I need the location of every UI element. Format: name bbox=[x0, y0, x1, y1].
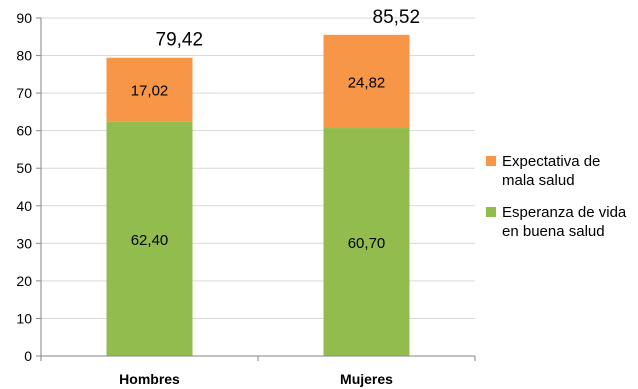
legend-item-good-health: Esperanza de vida en buena salud bbox=[486, 203, 636, 241]
y-tick-label: 20 bbox=[16, 273, 32, 289]
data-label: 17,02 bbox=[131, 83, 169, 100]
bar-segment-hombres-0 bbox=[106, 121, 193, 356]
bar-segment-hombres-1 bbox=[106, 57, 193, 122]
x-category-label: Hombres bbox=[119, 371, 180, 387]
y-tick-label: 70 bbox=[16, 85, 32, 101]
data-label: 24,82 bbox=[348, 74, 386, 91]
y-tick-label: 50 bbox=[16, 160, 32, 176]
legend-label-bad-health: Expectativa de mala salud bbox=[502, 153, 601, 189]
legend-label-good-health: Esperanza de vida en buena salud bbox=[502, 204, 627, 240]
y-tick-label: 30 bbox=[16, 235, 32, 251]
legend-item-bad-health: Expectativa de mala salud bbox=[486, 152, 636, 190]
y-tick-label: 0 bbox=[24, 348, 32, 364]
gridlines bbox=[41, 17, 475, 319]
legend: Expectativa de mala salud Esperanza de v… bbox=[486, 152, 636, 254]
x-axis: Hombres Mujeres bbox=[40, 355, 476, 387]
y-tick-label: 80 bbox=[16, 48, 32, 64]
y-tick-label: 10 bbox=[16, 310, 32, 326]
data-label: 62,40 bbox=[131, 232, 169, 249]
total-label: 79,42 bbox=[156, 30, 204, 51]
total-label: 85,52 bbox=[373, 7, 421, 28]
legend-swatch-good-health bbox=[486, 207, 496, 217]
legend-swatch-bad-health bbox=[486, 156, 496, 166]
bar-segment-mujeres-0 bbox=[323, 128, 410, 356]
x-category-label: Mujeres bbox=[340, 371, 393, 387]
bars: 62,40 17,02 79,42 60,70 24,82 85,52 bbox=[106, 7, 421, 356]
y-axis: 0 10 20 30 40 50 60 70 80 90 bbox=[16, 10, 42, 364]
y-tick-label: 40 bbox=[16, 198, 32, 214]
bar-segment-mujeres-1 bbox=[323, 34, 410, 129]
data-label: 60,70 bbox=[348, 235, 386, 252]
y-tick-label: 60 bbox=[16, 123, 32, 139]
y-tick-label: 90 bbox=[16, 10, 32, 26]
